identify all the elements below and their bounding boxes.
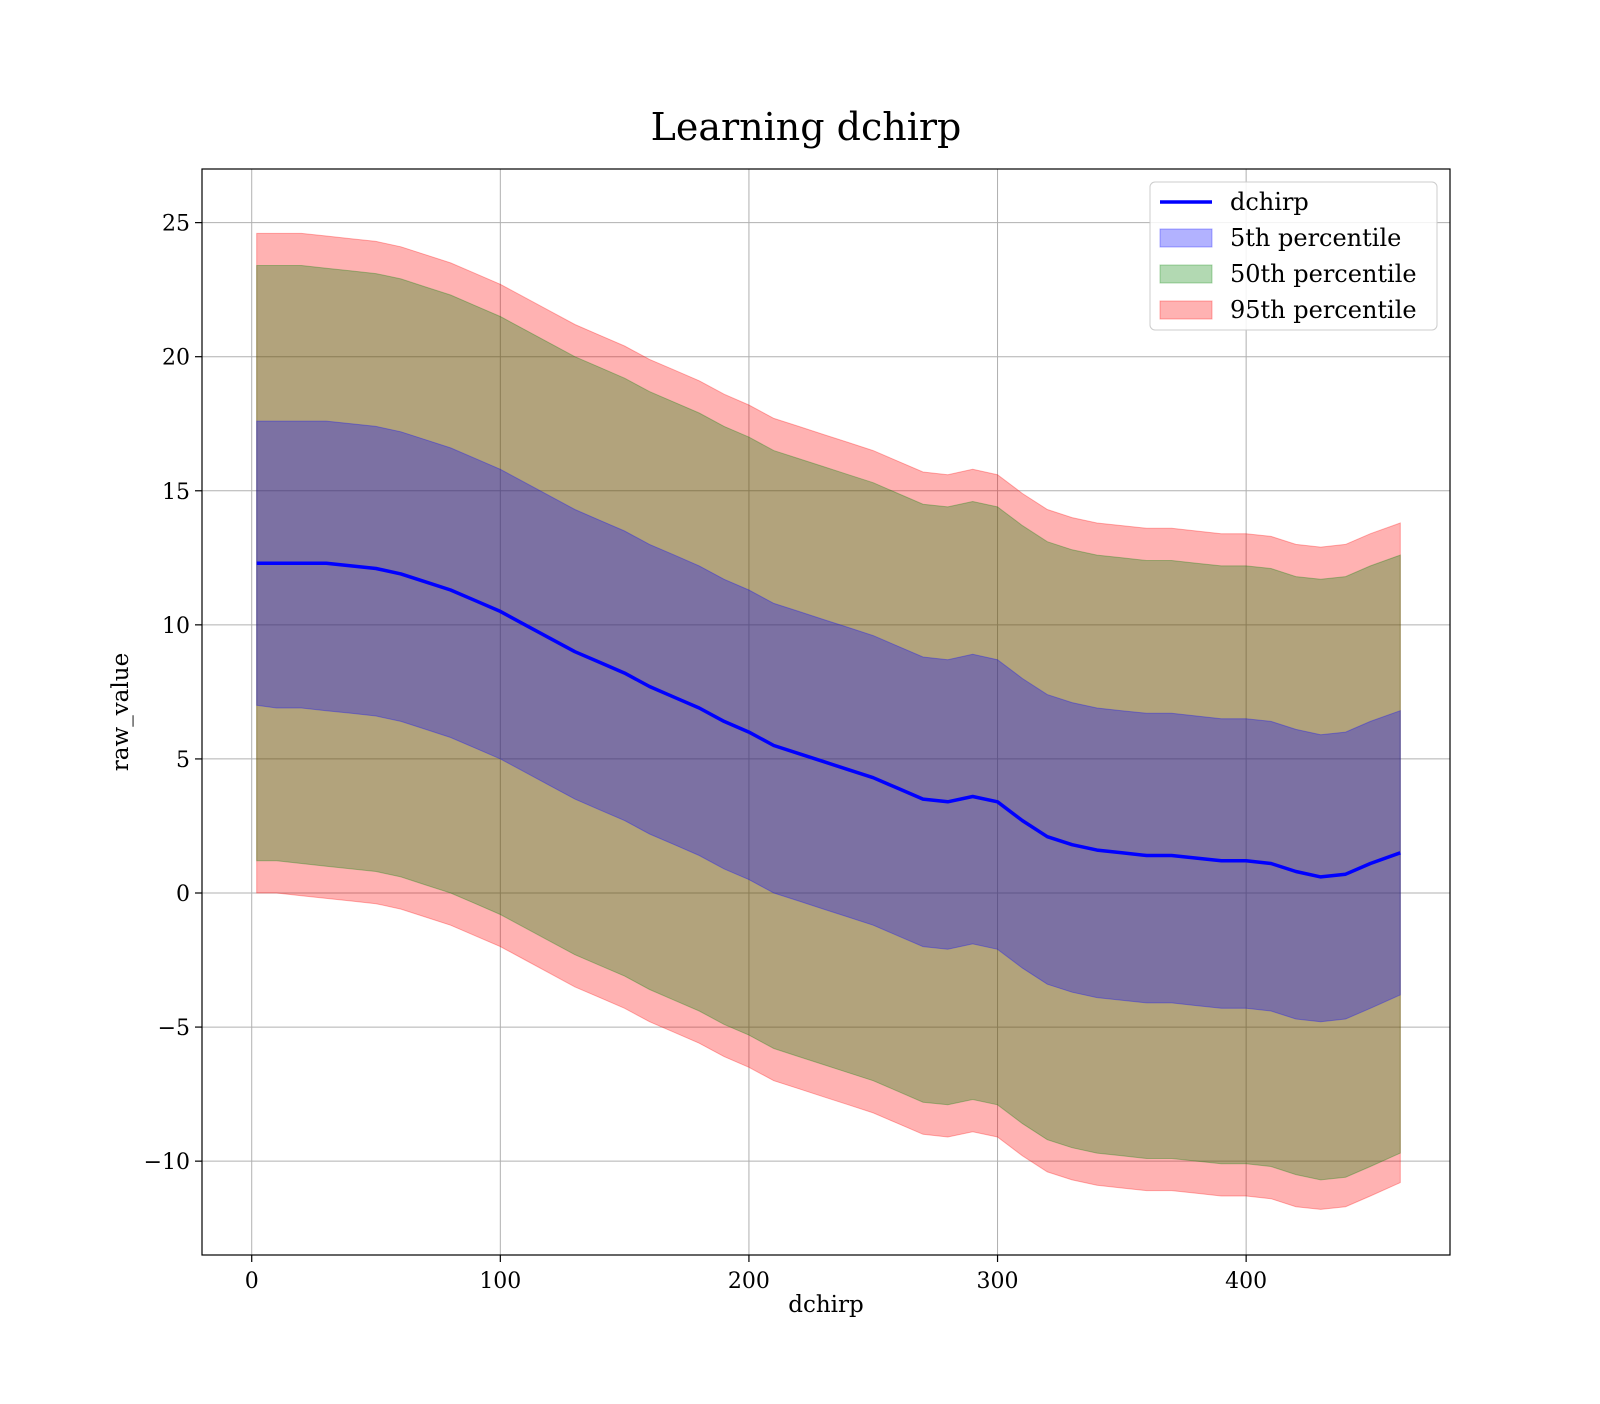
- x-axis-label: dchirp: [788, 1292, 864, 1318]
- x-tick-label: 0: [245, 1269, 259, 1294]
- legend-label: 50th percentile: [1230, 260, 1417, 288]
- chart-title: Learning dchirp: [651, 105, 962, 149]
- x-tick-label: 200: [728, 1269, 770, 1294]
- legend-label: 5th percentile: [1230, 224, 1401, 252]
- y-axis-label: raw_value: [108, 653, 134, 771]
- legend: dchirp 5th percentile 50th percentile 95th …: [1150, 182, 1437, 330]
- x-tick-label: 400: [1225, 1269, 1267, 1294]
- y-tick-label: −10: [144, 1150, 190, 1175]
- legend-swatch-band: [1160, 229, 1212, 247]
- x-tick-label: 100: [479, 1269, 521, 1294]
- legend-label: dchirp: [1230, 188, 1309, 216]
- y-tick-label: 5: [176, 748, 190, 773]
- y-tick-label: 0: [176, 882, 190, 907]
- y-tick-label: −5: [158, 1016, 190, 1041]
- x-tick-label: 300: [977, 1269, 1019, 1294]
- legend-swatch-band: [1160, 265, 1212, 283]
- y-tick-label: 10: [162, 614, 190, 639]
- legend-label: 95th percentile: [1230, 296, 1417, 324]
- y-tick-label: 20: [162, 346, 190, 371]
- y-tick-label: 25: [162, 212, 190, 237]
- percentile-bands: [257, 233, 1401, 1209]
- y-tick-label: 15: [162, 480, 190, 505]
- legend-swatch-band: [1160, 301, 1212, 319]
